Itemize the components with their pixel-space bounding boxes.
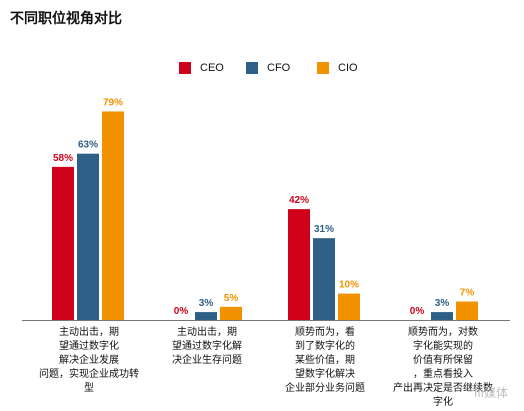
- chart-legend: CEO CFO CIO: [0, 59, 524, 77]
- data-label-cfo-1: 63%: [78, 140, 98, 151]
- bar-cio-4: [456, 301, 478, 320]
- data-label-cio-2: 5%: [224, 293, 239, 304]
- legend-label: CFO: [267, 62, 291, 74]
- bar-ceo-3: [288, 209, 310, 320]
- category-label-2: 主动出击，期 望通过数字化解 决企业生存问题: [172, 327, 242, 366]
- bar-cio-2: [220, 306, 242, 320]
- bar-cio-1: [102, 111, 124, 320]
- bar-cfo-4: [431, 312, 453, 320]
- legend-swatch: [179, 62, 191, 74]
- data-label-cio-1: 79%: [103, 97, 123, 108]
- data-label-cio-3: 10%: [339, 280, 359, 291]
- category-label-3: 顺势而为，看 到了数字化的 某些价值，期 望数字化解决 企业部分业务问题: [285, 327, 365, 394]
- data-label-cfo-3: 31%: [314, 224, 334, 235]
- watermark: iii媒体: [473, 386, 508, 400]
- legend-item-cfo: CFO: [246, 59, 290, 77]
- legend-item-cio: CIO: [317, 59, 358, 77]
- legend-swatch: [317, 62, 329, 74]
- bar-cfo-3: [313, 238, 335, 320]
- category-label-1: 主动出击，期 望通过数字化 解决企业发展 问题，实现企业成功转型: [39, 327, 139, 394]
- bar-ceo-1: [52, 166, 74, 320]
- legend-item-ceo: CEO: [179, 59, 224, 77]
- data-label-ceo-1: 58%: [53, 153, 73, 164]
- bar-cfo-1: [77, 153, 99, 320]
- data-label-cio-4: 7%: [460, 288, 475, 299]
- bar-cio-3: [338, 293, 360, 320]
- data-label-ceo-4: 0%: [410, 306, 425, 317]
- data-label-cfo-2: 3%: [199, 298, 214, 309]
- data-label-ceo-2: 0%: [174, 306, 189, 317]
- legend-label: CEO: [200, 62, 224, 74]
- data-label-ceo-3: 42%: [289, 195, 309, 206]
- bar-cfo-2: [195, 312, 217, 320]
- page-title: 不同职位视角对比: [10, 11, 122, 27]
- data-label-cfo-4: 3%: [435, 298, 450, 309]
- category-label-4: 顺势而为，对数 字化能实现的 价值有所保留 ，重点看投入 产出再决定是否继续数字化: [393, 327, 493, 408]
- legend-label: CIO: [338, 62, 358, 74]
- legend-swatch: [246, 62, 258, 74]
